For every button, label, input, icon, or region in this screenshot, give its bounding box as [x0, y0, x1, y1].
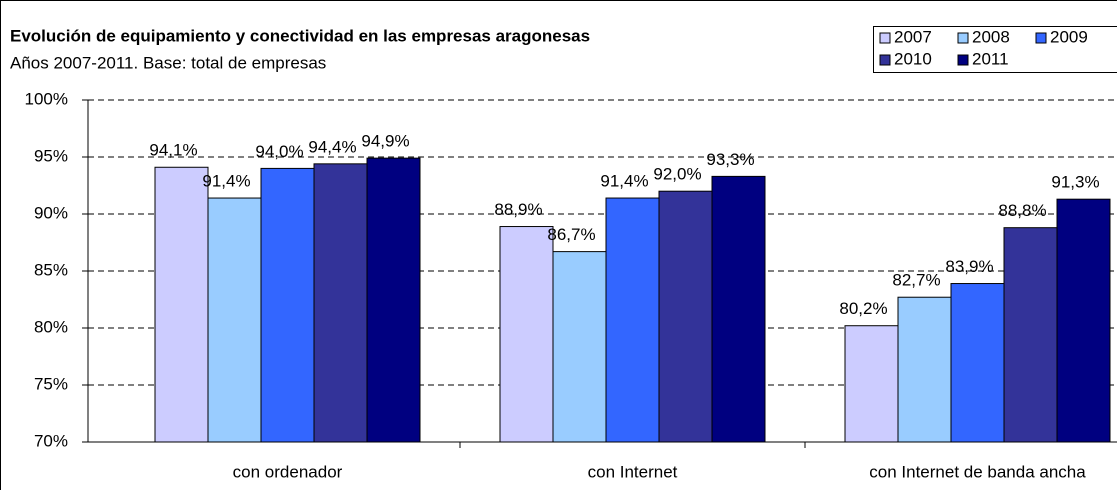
y-tick-label: 95%	[34, 146, 68, 165]
value-label: 80,2%	[839, 299, 887, 318]
chart-title: Evolución de equipamiento y conectividad…	[10, 26, 590, 45]
bar	[605, 197, 660, 443]
bar	[897, 296, 952, 443]
bar	[1003, 227, 1058, 443]
legend-swatch	[957, 32, 969, 44]
legend-swatch	[879, 32, 891, 44]
legend-label: 2007	[894, 27, 932, 46]
value-label: 88,9%	[494, 200, 542, 219]
value-label: 94,0%	[255, 142, 303, 161]
bar	[552, 251, 607, 443]
value-label: 91,4%	[202, 172, 250, 191]
value-label: 94,4%	[308, 137, 356, 156]
legend-swatch	[879, 54, 891, 66]
value-label: 83,9%	[945, 257, 993, 276]
y-tick-label: 75%	[34, 374, 68, 393]
legend-label: 2009	[1050, 27, 1088, 46]
value-label: 91,4%	[600, 172, 648, 191]
value-label: 93,3%	[706, 150, 754, 169]
value-label: 82,7%	[892, 271, 940, 290]
bar	[950, 283, 1005, 443]
y-tick-label: 80%	[34, 317, 68, 336]
x-tick-label: con Internet	[588, 462, 678, 481]
bar	[313, 163, 368, 443]
legend-label: 2011	[972, 49, 1009, 68]
bar	[658, 190, 713, 443]
legend-label: 2008	[972, 27, 1010, 46]
value-label: 94,1%	[149, 141, 197, 160]
legend-swatch	[957, 54, 969, 66]
bar	[1056, 198, 1111, 443]
y-tick-label: 90%	[34, 203, 68, 222]
bar	[711, 175, 766, 443]
bar	[154, 166, 209, 443]
x-tick-label: con Internet de banda ancha	[869, 462, 1086, 481]
value-label: 92,0%	[653, 165, 701, 184]
value-label: 94,9%	[361, 132, 409, 151]
x-tick-label: con ordenador	[233, 462, 343, 481]
chart-subtitle: Años 2007-2011. Base: total de empresas	[10, 53, 326, 72]
bar	[207, 197, 262, 443]
legend-box	[873, 26, 1117, 73]
bar	[366, 157, 421, 443]
value-label: 88,8%	[998, 201, 1046, 220]
y-tick-label: 70%	[34, 431, 68, 450]
bar	[499, 226, 554, 443]
y-tick-label: 85%	[34, 260, 68, 279]
y-tick-label: 100%	[25, 89, 68, 108]
bar	[260, 167, 315, 443]
bar	[844, 325, 899, 443]
value-label: 86,7%	[547, 225, 595, 244]
legend-label: 2010	[894, 49, 932, 68]
legend-swatch	[1035, 32, 1047, 44]
value-label: 91,3%	[1051, 173, 1099, 192]
